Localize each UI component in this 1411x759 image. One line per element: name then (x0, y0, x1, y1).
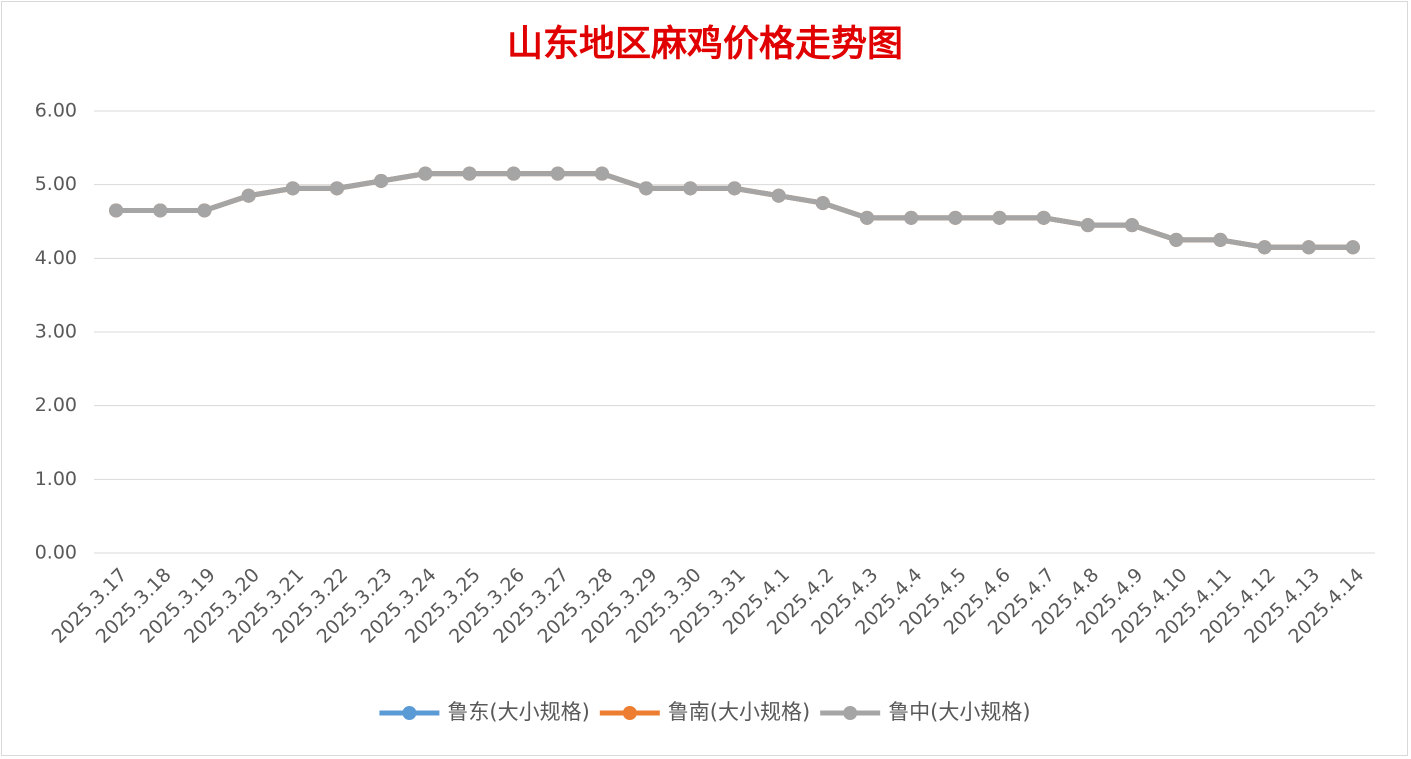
data-point (1036, 210, 1051, 225)
y-tick-label: 0.00 (35, 542, 77, 564)
data-point (462, 166, 477, 181)
data-point (1345, 240, 1360, 255)
data-point (639, 181, 654, 196)
data-point (1125, 218, 1140, 233)
data-point (1169, 232, 1184, 247)
chart-title: 山东地区麻鸡价格走势图 (507, 23, 903, 63)
data-point (1257, 240, 1272, 255)
data-point (285, 181, 300, 196)
data-point (241, 188, 256, 203)
y-tick-label: 2.00 (35, 394, 77, 416)
y-tick-label: 1.00 (35, 468, 77, 490)
data-point (992, 210, 1007, 225)
data-point (771, 188, 786, 203)
data-point (506, 166, 521, 181)
legend-marker (622, 706, 637, 720)
legend-label: 鲁南(大小规格) (668, 700, 810, 724)
data-point (948, 210, 963, 225)
y-tick-label: 6.00 (35, 100, 77, 122)
data-point (594, 166, 609, 181)
data-point (109, 203, 124, 218)
data-point (1301, 240, 1316, 255)
data-point (550, 166, 565, 181)
data-point (860, 210, 875, 225)
legend-label: 鲁中(大小规格) (888, 700, 1030, 724)
data-point (683, 181, 698, 196)
data-point (374, 173, 389, 188)
data-point (418, 166, 433, 181)
data-point (1080, 218, 1095, 233)
y-tick-label: 5.00 (35, 173, 77, 195)
y-tick-label: 3.00 (35, 321, 77, 343)
data-point (329, 181, 344, 196)
legend-marker (402, 706, 417, 720)
data-point (815, 196, 830, 211)
data-point (197, 203, 212, 218)
legend-label: 鲁东(大小规格) (447, 700, 589, 724)
y-tick-label: 4.00 (35, 247, 77, 269)
data-point (1213, 232, 1228, 247)
data-point (727, 181, 742, 196)
data-point (153, 203, 168, 218)
data-point (904, 210, 919, 225)
legend-marker (843, 706, 858, 720)
